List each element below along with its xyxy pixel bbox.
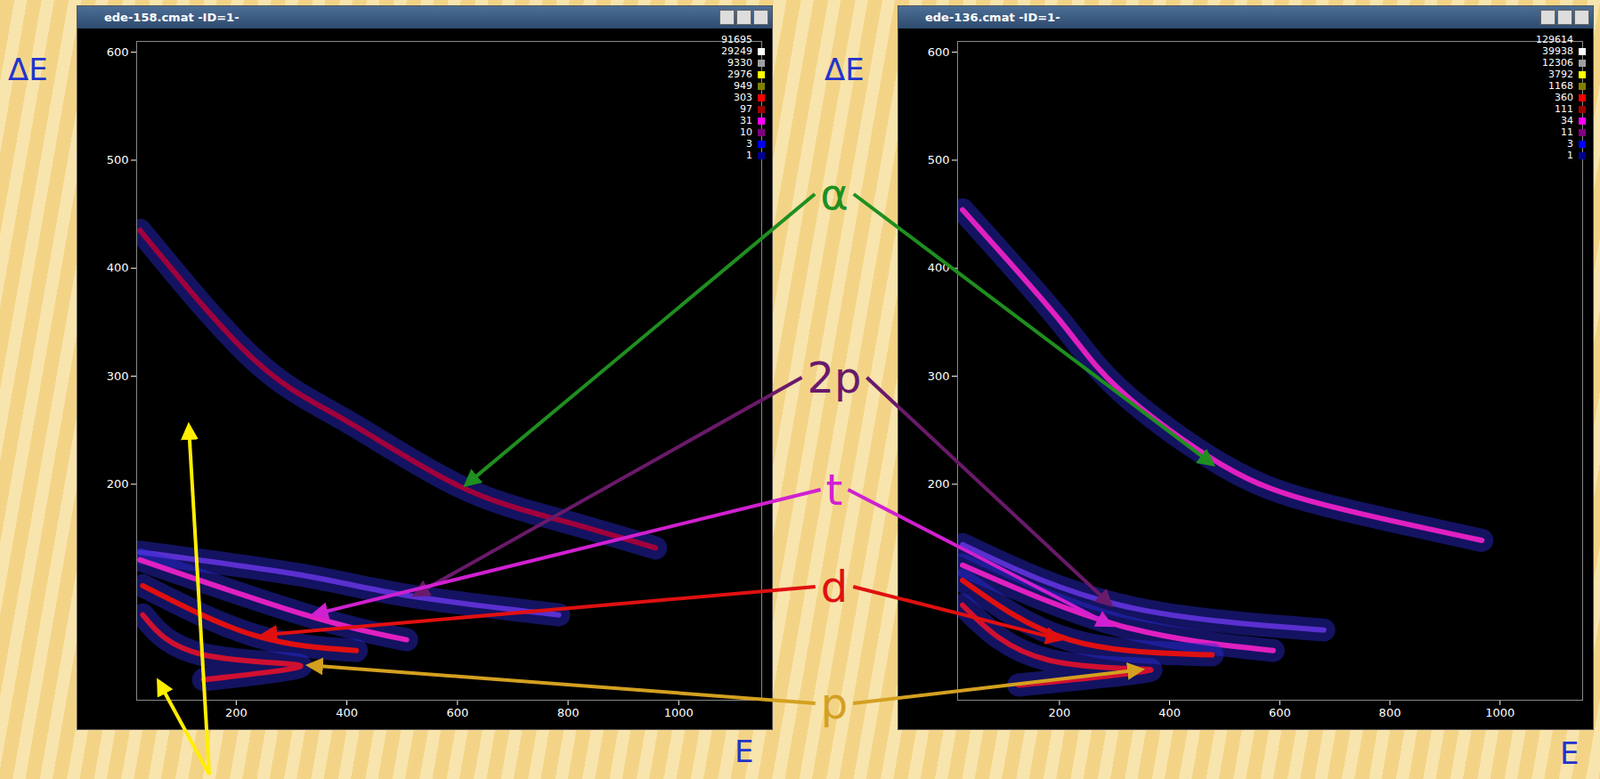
html-text:39938: 39938: [1542, 45, 1574, 57]
svg-text:200: 200: [927, 477, 951, 491]
html-text:E: E: [734, 733, 754, 770]
html-text:1: 1: [1567, 149, 1574, 162]
svg-text:600: 600: [106, 45, 130, 59]
svg-text:800: 800: [557, 706, 580, 720]
html-text:360: 360: [1554, 91, 1574, 104]
svg-text:600: 600: [927, 45, 951, 59]
svg-text:400: 400: [106, 260, 130, 275]
svg-text:600: 600: [446, 706, 469, 720]
svg-text:400: 400: [927, 260, 951, 275]
svg-text:200: 200: [1048, 706, 1072, 720]
html-text:3: 3: [746, 138, 753, 150]
html-text:ede-136.cmat -ID=1-: ede-136.cmat -ID=1-: [925, 10, 1060, 25]
html-text:97: 97: [739, 103, 753, 115]
svg-text:300: 300: [106, 369, 130, 383]
html-text:α: α: [820, 169, 849, 220]
html-text:p: p: [820, 678, 848, 729]
svg-text:600: 600: [1268, 706, 1292, 720]
html-text:3792: 3792: [1548, 68, 1574, 81]
html-text:29249: 29249: [721, 45, 753, 57]
svg-text:1000: 1000: [664, 706, 694, 720]
svg-text:800: 800: [1379, 706, 1402, 720]
html-text:ΔE: ΔE: [8, 51, 48, 88]
html-text:12306: 12306: [1542, 56, 1574, 69]
html-text:949: 949: [733, 80, 753, 92]
html-text:ede-158.cmat -ID=1-: ede-158.cmat -ID=1-: [104, 10, 240, 25]
html-text:34: 34: [1560, 114, 1574, 127]
svg-text:400: 400: [335, 706, 358, 720]
html-text:1168: 1168: [1548, 80, 1574, 92]
svg-text:500: 500: [106, 153, 130, 167]
html-text:9330: 9330: [727, 56, 753, 69]
html-text:t: t: [825, 464, 843, 515]
html-text:31: 31: [739, 114, 753, 127]
svg-text:200: 200: [106, 477, 130, 491]
html-text:d: d: [820, 561, 848, 612]
html-text:10: 10: [739, 126, 753, 139]
html-text:111: 111: [1554, 103, 1574, 115]
html-text:ΔE: ΔE: [824, 51, 865, 88]
html-text:E: E: [1559, 735, 1580, 772]
svg-text:500: 500: [927, 153, 951, 167]
html-text:91695: 91695: [721, 33, 753, 46]
svg-text:1000: 1000: [1485, 706, 1515, 720]
svg-text:200: 200: [225, 706, 248, 720]
html-text:129614: 129614: [1535, 33, 1574, 46]
html-text:1: 1: [746, 149, 753, 162]
html-text:11: 11: [1560, 126, 1574, 139]
svg-text:400: 400: [1158, 706, 1181, 720]
html-text:2976: 2976: [727, 68, 753, 81]
html-text:303: 303: [733, 91, 753, 104]
html-text:3: 3: [1567, 138, 1574, 150]
svg-text:300: 300: [927, 369, 951, 383]
html-text:2p: 2p: [807, 352, 862, 403]
